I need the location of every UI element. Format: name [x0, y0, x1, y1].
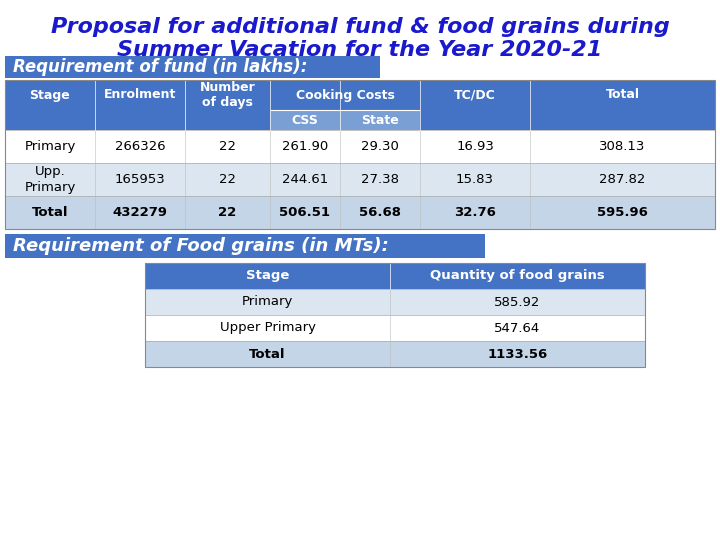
Text: Stage: Stage: [30, 89, 71, 102]
Text: 308.13: 308.13: [599, 140, 646, 153]
Bar: [270, 110, 420, 130]
Text: 1133.56: 1133.56: [487, 348, 548, 361]
Text: 22: 22: [219, 140, 236, 153]
Bar: [5, 56, 380, 78]
Text: Number
of days: Number of days: [199, 81, 256, 109]
Text: 56.68: 56.68: [359, 206, 401, 219]
Text: Stage: Stage: [246, 269, 289, 282]
Text: 22: 22: [218, 206, 237, 219]
Bar: [5, 234, 485, 258]
Text: Quantity of food grains: Quantity of food grains: [430, 269, 605, 282]
Text: Primary: Primary: [24, 140, 76, 153]
Text: 585.92: 585.92: [495, 295, 541, 308]
Text: 432279: 432279: [112, 206, 168, 219]
Text: Summer Vacation for the Year 2020-21: Summer Vacation for the Year 2020-21: [117, 40, 603, 60]
Bar: [145, 341, 645, 367]
Bar: [5, 80, 715, 130]
Text: 244.61: 244.61: [282, 173, 328, 186]
Text: 22: 22: [219, 173, 236, 186]
Text: 32.76: 32.76: [454, 206, 496, 219]
Text: 287.82: 287.82: [599, 173, 646, 186]
Text: TC/DC: TC/DC: [454, 89, 496, 102]
Bar: [5, 196, 715, 229]
Text: 547.64: 547.64: [495, 321, 541, 334]
Text: Total: Total: [249, 348, 286, 361]
Bar: [145, 289, 645, 315]
Text: Total: Total: [32, 206, 68, 219]
Text: 261.90: 261.90: [282, 140, 328, 153]
Text: 266326: 266326: [114, 140, 166, 153]
Text: Requirement of fund (in lakhs):: Requirement of fund (in lakhs):: [13, 58, 307, 76]
Text: Enrolment: Enrolment: [104, 89, 176, 102]
Text: Primary: Primary: [242, 295, 293, 308]
Text: Requirement of Food grains (in MTs):: Requirement of Food grains (in MTs):: [13, 237, 389, 255]
Text: 506.51: 506.51: [279, 206, 330, 219]
Text: 29.30: 29.30: [361, 140, 399, 153]
Text: Upper Primary: Upper Primary: [220, 321, 315, 334]
Text: 16.93: 16.93: [456, 140, 494, 153]
Bar: [145, 263, 645, 289]
Text: Total: Total: [606, 89, 639, 102]
Text: 595.96: 595.96: [597, 206, 648, 219]
Text: 165953: 165953: [114, 173, 166, 186]
Text: CSS: CSS: [292, 113, 318, 126]
Text: 15.83: 15.83: [456, 173, 494, 186]
Text: Upp.
Primary: Upp. Primary: [24, 165, 76, 193]
Bar: [5, 163, 715, 196]
Bar: [145, 263, 645, 367]
Text: State: State: [361, 113, 399, 126]
Text: Cooking Costs: Cooking Costs: [296, 89, 395, 102]
Bar: [145, 315, 645, 341]
Text: 27.38: 27.38: [361, 173, 399, 186]
Bar: [5, 80, 715, 229]
Text: Proposal for additional fund & food grains during: Proposal for additional fund & food grai…: [50, 17, 670, 37]
Bar: [5, 130, 715, 163]
